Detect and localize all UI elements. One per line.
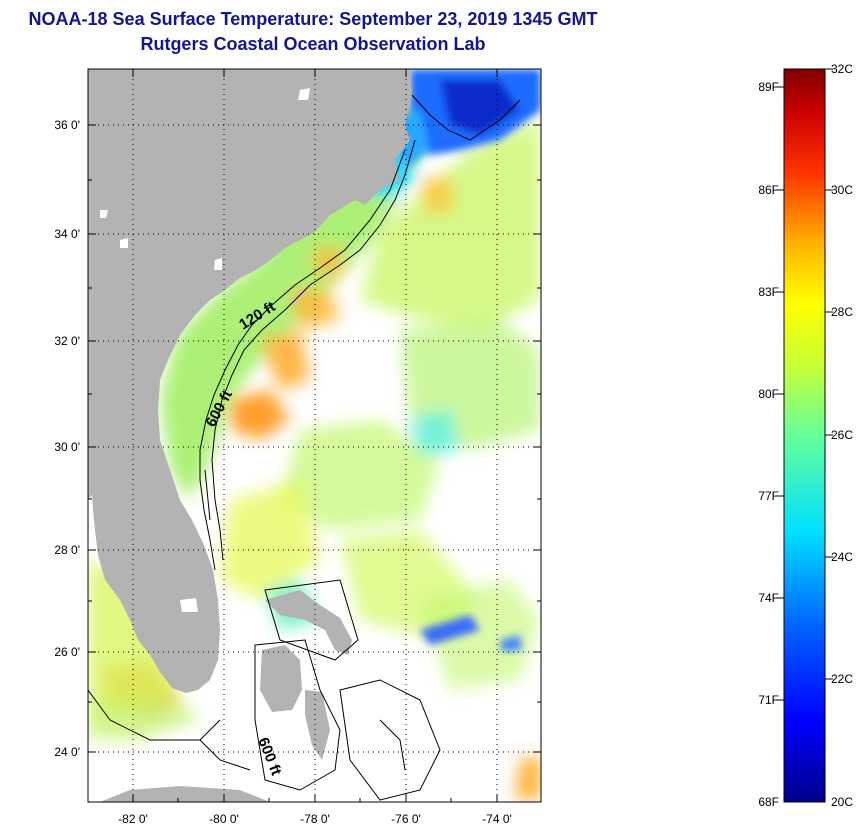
map-area <box>88 69 541 802</box>
colorbar-label-77f: 77F <box>758 489 779 503</box>
colorbar-label-26c: 26C <box>831 428 853 442</box>
colorbar-label-74f: 74F <box>758 591 779 605</box>
colorbar-label-30c: 30C <box>831 183 853 197</box>
colorbar-label-20c: 20C <box>831 795 853 809</box>
colorbar-label-68f: 68F <box>758 795 779 809</box>
longitude-labels: -82 0' -80 0' -78 0' -76 0' -74 0' <box>118 812 512 826</box>
sst-field <box>88 69 541 800</box>
colorbar-label-89f: 89F <box>758 80 779 94</box>
colorbar-label-71f: 71F <box>758 693 779 707</box>
lat-label-26: 26 0' <box>54 645 80 659</box>
latitude-labels: 36 0' 34 0' 32 0' 30 0' 28 0' 26 0' 24 0… <box>54 118 80 759</box>
colorbar: 89F 86F 83F 80F 77F 74F 71F 68F 32C 30C … <box>758 62 853 809</box>
map-subtitle: Rutgers Coastal Ocean Observation Lab <box>140 34 486 54</box>
colorbar-label-86f: 86F <box>758 183 779 197</box>
map-title: NOAA-18 Sea Surface Temperature: Septemb… <box>28 9 598 29</box>
land <box>88 69 412 802</box>
lat-label-34: 34 0' <box>54 227 80 241</box>
lat-label-24: 24 0' <box>54 745 80 759</box>
colorbar-label-28c: 28C <box>831 305 853 319</box>
lat-label-28: 28 0' <box>54 543 80 557</box>
colorbar-label-24c: 24C <box>831 550 853 564</box>
lon-label-78: -78 0' <box>300 812 330 826</box>
colorbar-gradient <box>783 68 826 803</box>
bathymetry-contours <box>88 94 521 801</box>
inland-water <box>100 88 310 612</box>
lon-label-76: -76 0' <box>391 812 421 826</box>
colorbar-ticks <box>776 68 833 701</box>
colorbar-label-32c: 32C <box>831 62 853 76</box>
colorbar-label-22c: 22C <box>831 672 853 686</box>
lat-label-32: 32 0' <box>54 334 80 348</box>
lon-label-82: -82 0' <box>118 812 148 826</box>
axis-ticks <box>88 69 541 802</box>
colorbar-label-80f: 80F <box>758 387 779 401</box>
lat-label-30: 30 0' <box>54 440 80 454</box>
lon-label-80: -80 0' <box>209 812 239 826</box>
lon-label-74: -74 0' <box>482 812 512 826</box>
graticule <box>88 69 541 802</box>
lat-label-36: 36 0' <box>54 118 80 132</box>
colorbar-label-83f: 83F <box>758 285 779 299</box>
